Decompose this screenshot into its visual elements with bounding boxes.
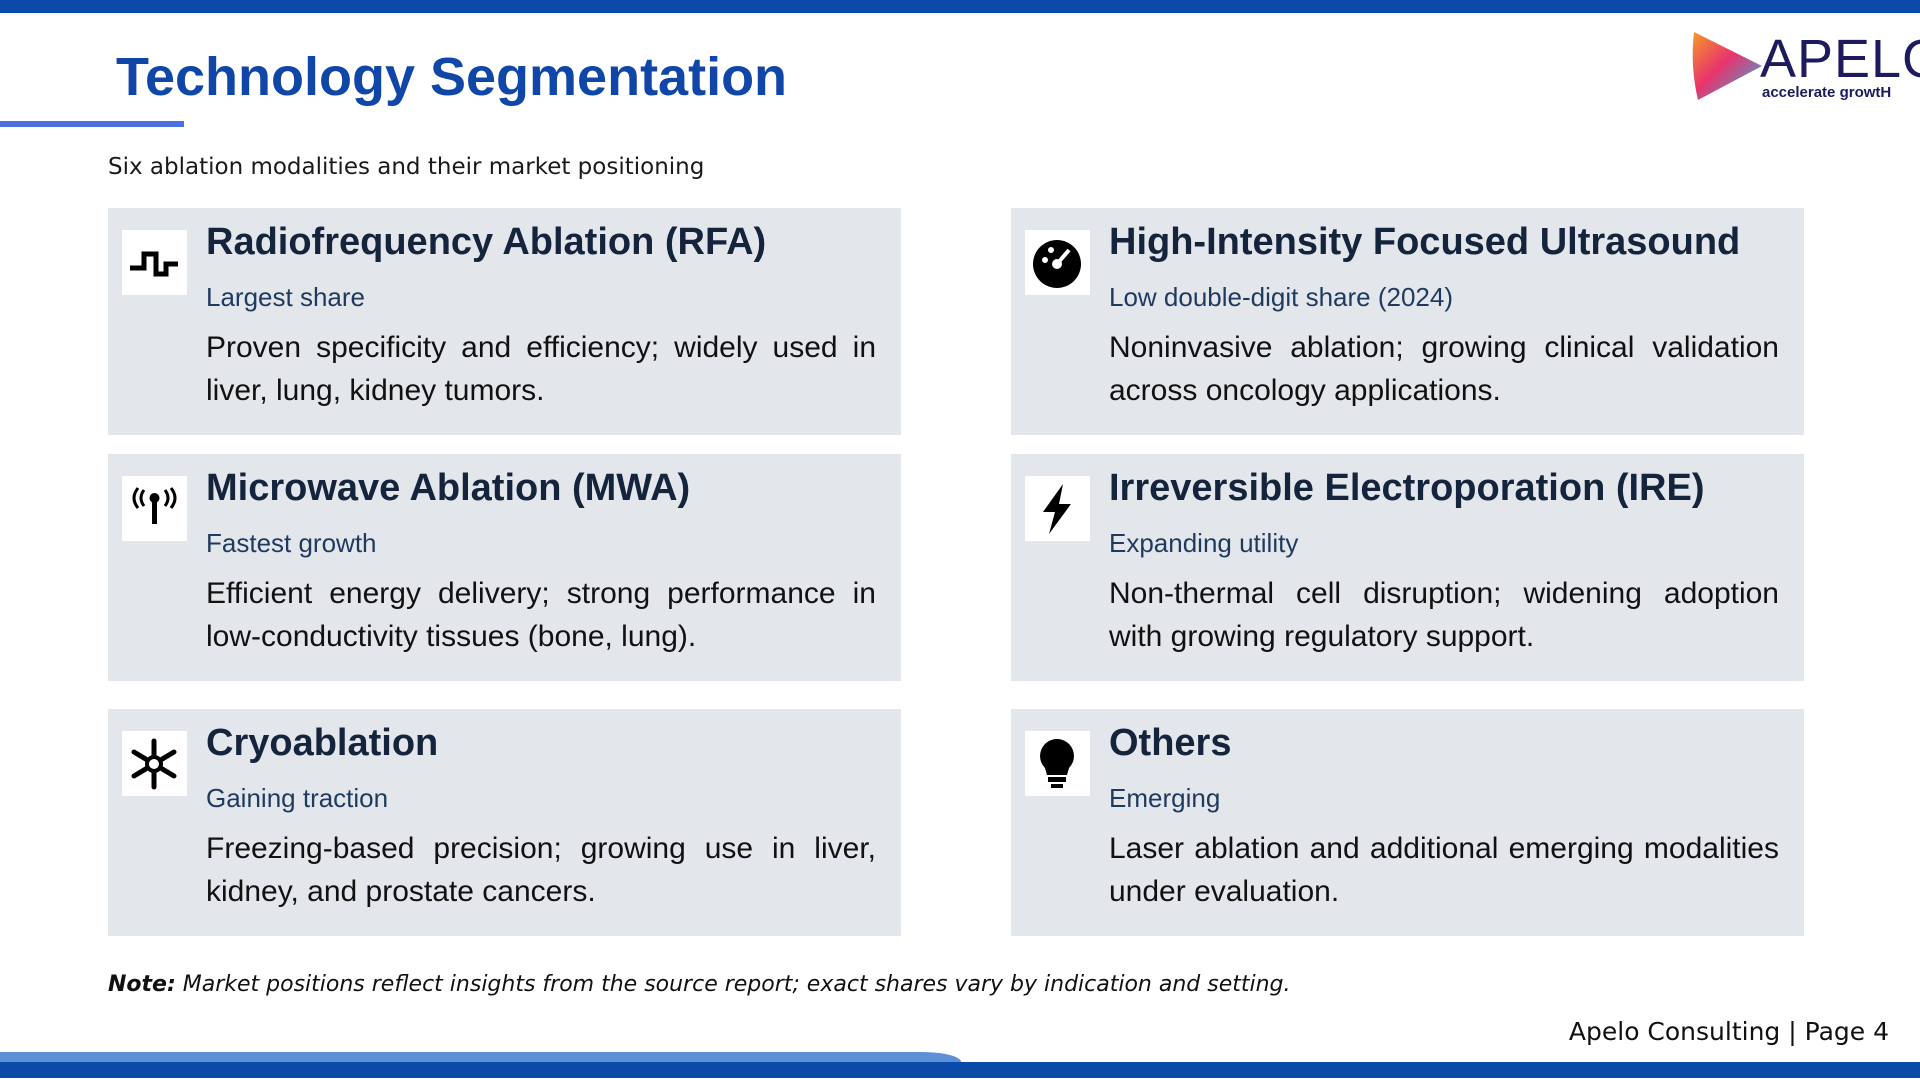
note-text: Market positions reflect insights from t… [182,972,1291,997]
card-title: Microwave Ablation (MWA) [206,467,691,509]
card-title: Cryoablation [206,722,439,764]
card-description: Non-thermal cell disruption; widening ad… [1109,577,1779,653]
card: Radiofrequency Ablation (RFA) Largest sh… [108,208,901,435]
card-description: Laser ablation and additional emerging m… [1109,832,1779,908]
icon [1025,230,1090,295]
icon [1025,476,1090,541]
card-tag: Gaining traction [206,783,389,813]
logo-mark [1692,32,1762,100]
logo-name: APELO [1760,29,1920,89]
card: Microwave Ablation (MWA) Fastest growth … [108,454,901,681]
bottom-bar [0,1062,1920,1078]
card: High-Intensity Focused Ultrasound Low do… [1011,208,1804,435]
card-tag: Expanding utility [1109,528,1299,558]
card-title: Irreversible Electroporation (IRE) [1109,467,1705,509]
card: Cryoablation Gaining traction Freezing-b… [108,709,901,936]
icon [122,230,187,295]
slide-title: Technology Segmentation [116,47,788,107]
card-description: Proven specificity and efficiency; widel… [206,331,876,407]
card-description: Noninvasive ablation; growing clinical v… [1109,331,1779,407]
title-underline [0,121,184,127]
logo-tagline: accelerate growtH [1762,84,1892,101]
bottom-accent [0,1052,961,1064]
icon [122,731,187,796]
card-tag: Low double-digit share (2024) [1109,282,1453,312]
card-title: Radiofrequency Ablation (RFA) [206,221,767,263]
card-tag: Fastest growth [206,528,377,558]
card-title: Others [1109,722,1232,764]
card-title: High-Intensity Focused Ultrasound [1109,221,1741,263]
subtitle: Six ablation modalities and their market… [108,154,705,180]
card: Others Emerging Laser ablation and addit… [1011,709,1804,936]
card: Irreversible Electroporation (IRE) Expan… [1011,454,1804,681]
icon [122,476,187,541]
icon [1025,731,1090,796]
note: Note: Market positions reflect insights … [108,972,1291,997]
top-bar [0,0,1920,13]
card-description: Efficient energy delivery; strong perfor… [206,577,876,653]
card-tag: Largest share [206,282,365,312]
note-label: Note: [108,972,176,997]
card-tag: Emerging [1109,783,1221,813]
footer: Apelo Consulting | Page 4 [1568,1017,1889,1046]
card-description: Freezing-based precision; growing use in… [206,832,876,908]
